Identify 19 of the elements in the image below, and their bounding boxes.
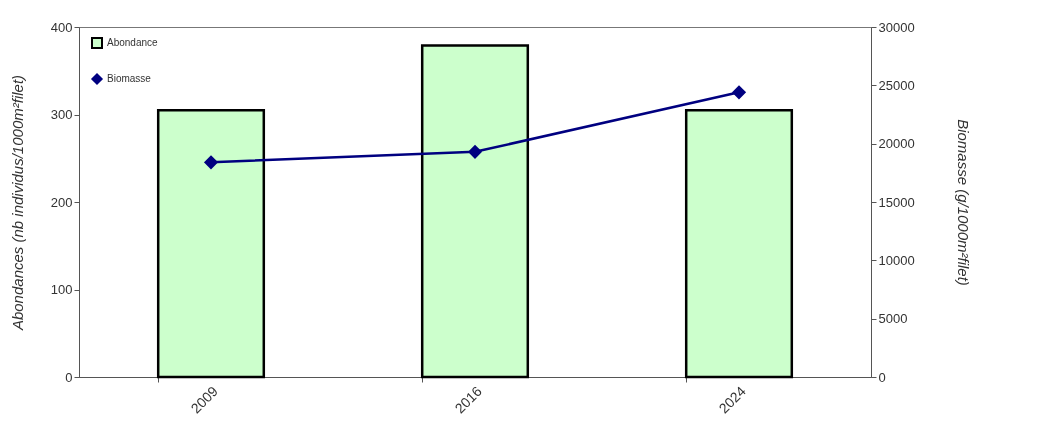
- point: [732, 85, 746, 100]
- point: [468, 145, 482, 159]
- y2-tick-label: 30000: [878, 19, 915, 35]
- y-tick-label: 0: [65, 369, 73, 385]
- y-tick-label: 400: [50, 19, 73, 35]
- legend-label: Abondance: [107, 37, 159, 48]
- point: [204, 155, 218, 170]
- y2-axis-title: Biomasse (g/1000m²filet): [954, 119, 972, 286]
- y-axis-title: Abondances (nb individus/1000m²filet): [8, 74, 26, 332]
- y2-tick-label: 5000: [878, 311, 908, 327]
- y2-tick-label: 10000: [878, 252, 915, 268]
- y-tick-label: 300: [50, 107, 73, 122]
- y-tick-label: 200: [50, 194, 73, 210]
- y2-tick-label: 20000: [878, 136, 915, 152]
- y2-tick-label: 0: [878, 369, 886, 385]
- y-tick-label: 100: [50, 282, 73, 297]
- y2-tick-label: 25000: [878, 77, 915, 93]
- legend-label: Biomasse: [107, 73, 152, 84]
- y2-tick-label: 15000: [878, 194, 915, 210]
